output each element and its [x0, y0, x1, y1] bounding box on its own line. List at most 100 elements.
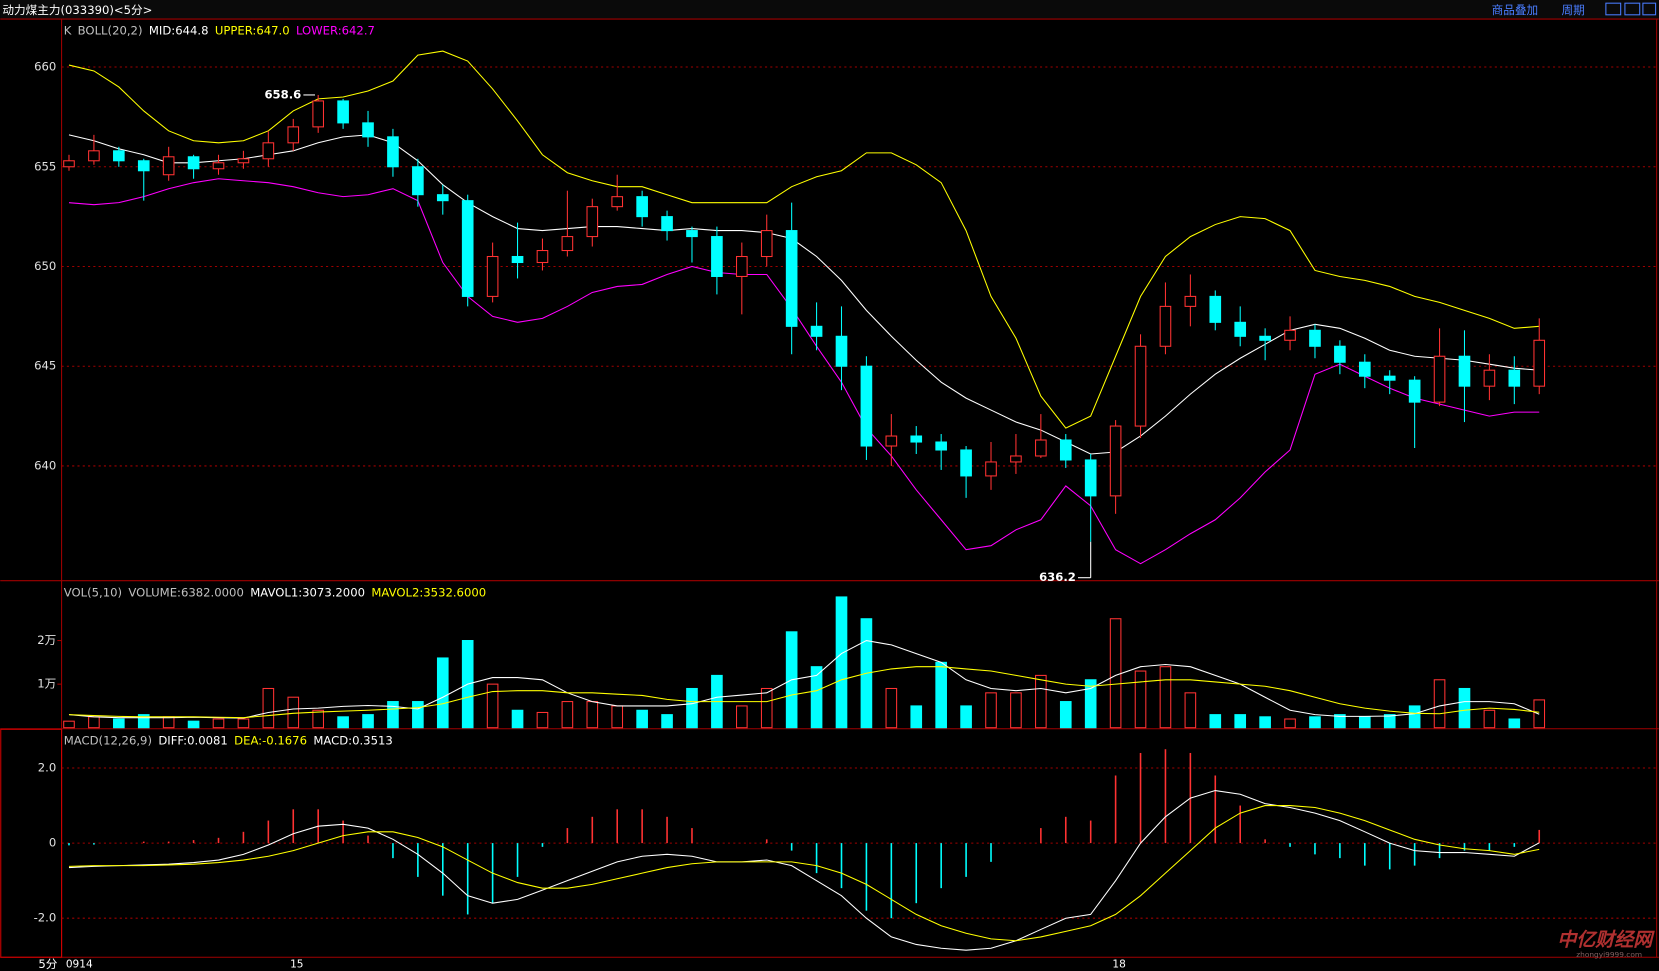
candle-body — [985, 461, 997, 477]
candle-body — [1035, 439, 1047, 457]
volume-bar — [1010, 692, 1022, 729]
indicator-line — [68, 805, 1540, 942]
candle-body — [561, 236, 574, 252]
candle-body — [486, 255, 499, 297]
legend-entry: BOLL(20,2) — [78, 23, 143, 37]
watermark-brand: 中亿财经网 — [1557, 929, 1655, 951]
window-button[interactable] — [1642, 2, 1657, 16]
x-tick-label: 18 — [1112, 959, 1125, 971]
candle-body — [586, 206, 599, 238]
volume-bar — [661, 714, 673, 729]
candle-body — [387, 136, 399, 168]
candle-body — [187, 156, 200, 170]
x-tick-label: 0914 — [66, 959, 93, 971]
candle-body — [162, 156, 175, 176]
volume-bar — [1383, 714, 1396, 729]
candle-body — [1358, 361, 1371, 377]
volume-bar — [511, 709, 524, 729]
candle-body — [735, 255, 748, 277]
window-button[interactable] — [1624, 2, 1641, 16]
volume-bar — [1408, 705, 1421, 729]
volume-bar — [760, 687, 773, 729]
volume-bar — [1483, 709, 1496, 729]
indicator-line — [68, 134, 1540, 455]
period-button[interactable]: 周期 — [1561, 3, 1584, 17]
candle-body — [1383, 375, 1396, 381]
candle-body — [1334, 345, 1346, 363]
candle-body — [760, 230, 773, 258]
overlay-button[interactable]: 商品叠加 — [1492, 3, 1539, 17]
legend-entry: VOLUME:6382.0000 — [128, 585, 243, 599]
annotation: 636.2 — [1039, 570, 1076, 584]
candle-body — [1483, 369, 1496, 387]
y-tick-label: 2万 — [37, 633, 56, 647]
candle-body — [63, 160, 75, 168]
volume-bar — [1209, 714, 1222, 729]
legend: MACD(12,26,9) DIFF:0.0081 DEA:-0.1676 MACD:… — [64, 733, 393, 747]
indicator-line — [68, 790, 1540, 951]
volume-bar — [1358, 716, 1371, 729]
candle-body — [661, 216, 673, 232]
volume-bar — [960, 705, 972, 729]
candle-body — [785, 230, 798, 327]
candle-body — [611, 196, 624, 208]
volume-bar — [1234, 714, 1247, 729]
volume-bar — [1309, 716, 1321, 729]
volume-bar — [1259, 716, 1271, 729]
window-button[interactable] — [1605, 2, 1622, 16]
candle-body — [212, 162, 225, 170]
volume-bar — [113, 718, 125, 729]
volume-bar — [1035, 674, 1047, 729]
volume-bar — [536, 711, 549, 729]
indicator-line — [68, 666, 1540, 719]
candle-body — [1284, 329, 1296, 341]
volume-bar — [910, 705, 923, 729]
volume-bar — [1184, 692, 1197, 729]
candle-body — [960, 449, 972, 477]
y-tick-label: -2.0 — [34, 911, 57, 925]
volume-bar — [287, 696, 300, 729]
candle-body — [910, 435, 923, 443]
candle-body — [1408, 379, 1421, 403]
top-bar — [0, 0, 1659, 20]
candle-body — [312, 100, 325, 128]
x-tick-label: 15 — [290, 959, 303, 971]
candle-body — [885, 435, 898, 447]
legend-entry: DEA:-0.1676 — [234, 733, 307, 747]
candle-body — [1309, 329, 1321, 347]
legend: VOL(5,10) VOLUME:6382.0000 MAVOL1:3073.200… — [64, 585, 486, 599]
y-tick-label: 645 — [34, 359, 56, 373]
y-tick-label: 640 — [34, 458, 56, 472]
volume-bar — [735, 705, 748, 729]
candle-body — [1433, 355, 1446, 403]
volume-bar — [1109, 618, 1122, 729]
candle-body — [412, 166, 424, 196]
legend-entry: MACD(12,26,9) — [64, 733, 152, 747]
volume-bar — [1508, 718, 1521, 729]
watermark-url: zhongyi9999.com — [1576, 950, 1642, 959]
legend-entry: MAVOL1:3073.2000 — [250, 585, 365, 599]
y-tick-label: 650 — [34, 259, 56, 273]
volume-bar — [212, 718, 225, 729]
volume-bar — [312, 709, 325, 729]
candle-body — [1259, 335, 1271, 341]
volume-bar — [1134, 670, 1147, 729]
legend-entry: MID:644.8 — [149, 23, 209, 37]
volume-bar — [137, 714, 150, 729]
candle-body — [1134, 345, 1147, 427]
candle-body — [337, 100, 349, 124]
volume-bar — [586, 701, 599, 729]
volume-bar — [262, 687, 275, 729]
y-tick-label: 0 — [49, 836, 56, 850]
candle-body — [1059, 439, 1072, 461]
volume-bar — [187, 720, 200, 729]
y-tick-label: 655 — [34, 159, 56, 173]
volume-bar — [1059, 701, 1072, 729]
candle-body — [636, 196, 648, 218]
volume-bar — [436, 657, 449, 729]
legend: K BOLL(20,2) MID:644.8 UPPER:647.0 LOWER:642… — [64, 23, 375, 37]
volume-bar — [387, 701, 399, 729]
volume-bar — [985, 692, 997, 729]
volume-bar — [362, 714, 374, 729]
